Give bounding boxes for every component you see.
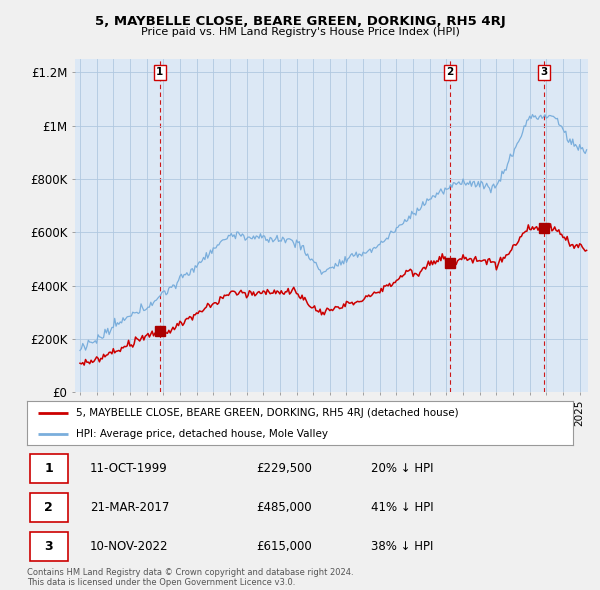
Text: 1: 1 [156,67,163,77]
FancyBboxPatch shape [30,493,68,522]
Text: 2: 2 [44,501,53,514]
FancyBboxPatch shape [30,532,68,561]
Text: £615,000: £615,000 [256,540,312,553]
Text: 10-NOV-2022: 10-NOV-2022 [90,540,168,553]
Text: 3: 3 [44,540,53,553]
Text: £485,000: £485,000 [256,501,312,514]
Text: 5, MAYBELLE CLOSE, BEARE GREEN, DORKING, RH5 4RJ (detached house): 5, MAYBELLE CLOSE, BEARE GREEN, DORKING,… [76,408,459,418]
Text: Price paid vs. HM Land Registry's House Price Index (HPI): Price paid vs. HM Land Registry's House … [140,27,460,37]
Text: 1: 1 [44,461,53,474]
Text: Contains HM Land Registry data © Crown copyright and database right 2024.
This d: Contains HM Land Registry data © Crown c… [27,568,353,587]
Text: 21-MAR-2017: 21-MAR-2017 [90,501,169,514]
Text: 41% ↓ HPI: 41% ↓ HPI [371,501,434,514]
Text: £229,500: £229,500 [256,461,312,474]
Text: 2: 2 [446,67,454,77]
Text: 38% ↓ HPI: 38% ↓ HPI [371,540,433,553]
Text: 20% ↓ HPI: 20% ↓ HPI [371,461,433,474]
Text: 11-OCT-1999: 11-OCT-1999 [90,461,167,474]
Text: HPI: Average price, detached house, Mole Valley: HPI: Average price, detached house, Mole… [76,428,328,438]
Text: 3: 3 [541,67,548,77]
Text: 5, MAYBELLE CLOSE, BEARE GREEN, DORKING, RH5 4RJ: 5, MAYBELLE CLOSE, BEARE GREEN, DORKING,… [95,15,505,28]
FancyBboxPatch shape [30,454,68,483]
